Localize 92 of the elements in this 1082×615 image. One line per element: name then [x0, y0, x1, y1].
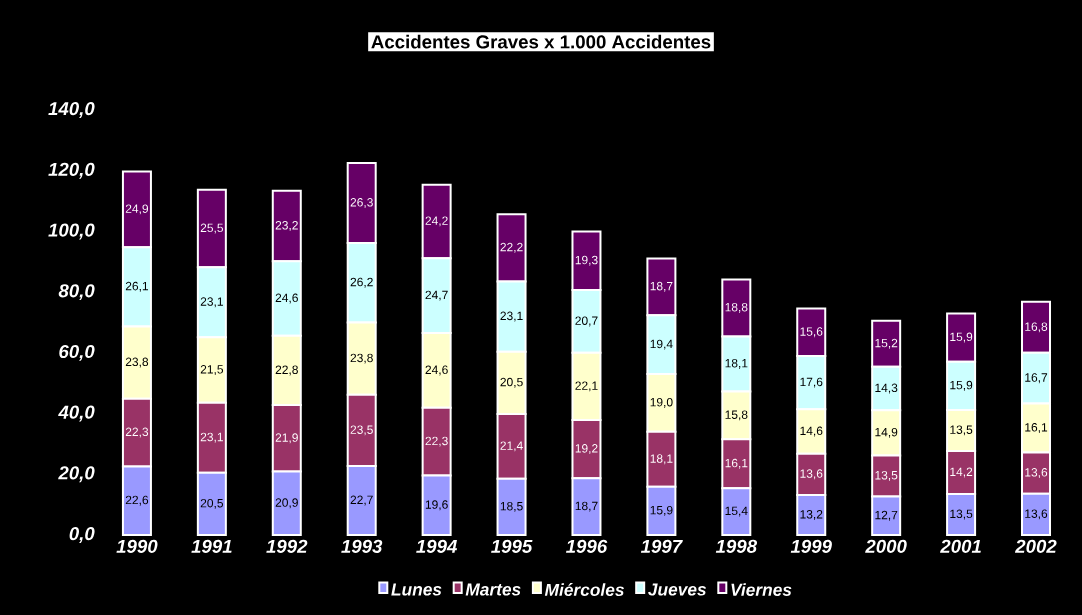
data-label: 13,6: [800, 469, 823, 480]
data-label: 22,8: [275, 365, 298, 376]
data-label: 19,3: [575, 255, 598, 266]
x-tick-label: 1999: [790, 539, 832, 553]
data-label: 23,2: [275, 221, 298, 231]
data-label: 23,8: [350, 353, 373, 364]
data-label: 24,2: [425, 216, 448, 227]
x-tick-label: 1990: [116, 539, 158, 553]
data-label: 24,9: [125, 204, 149, 215]
data-label: 18,5: [500, 501, 523, 512]
data-label: 24,6: [425, 365, 448, 376]
data-label: 13,6: [1025, 468, 1048, 479]
data-label: 19,6: [425, 500, 448, 511]
data-label: 18,1: [650, 454, 673, 465]
legend-label: Martes: [465, 583, 521, 596]
x-tick-label: 1996: [566, 539, 608, 553]
data-label: 23,5: [350, 425, 373, 436]
data-label: 15,9: [650, 505, 673, 516]
data-label: 18,1: [725, 358, 748, 369]
data-label: 24,7: [425, 290, 448, 301]
data-label: 22,3: [425, 436, 448, 447]
data-label: 18,8: [725, 302, 748, 313]
data-label: 16,8: [1025, 322, 1048, 333]
data-label: 19,0: [650, 397, 673, 408]
x-tick-label: 1993: [341, 539, 383, 553]
data-label: 14,6: [800, 426, 823, 437]
data-label: 13,5: [950, 425, 973, 436]
data-label: 21,9: [275, 433, 298, 444]
x-tick-label: 2001: [940, 539, 981, 553]
data-label: 13,2: [800, 510, 823, 520]
x-tick-label: 1997: [640, 539, 683, 553]
data-label: 14,2: [950, 467, 973, 478]
data-label: 26,3: [350, 198, 373, 208]
data-label: 23,8: [125, 357, 149, 368]
data-label: 23,1: [200, 297, 223, 308]
data-label: 14,9: [875, 427, 898, 438]
y-tick-label: 80,0: [58, 284, 95, 301]
data-label: 15,2: [875, 338, 898, 349]
data-label: 12,7: [875, 510, 898, 521]
data-label: 19,4: [650, 339, 673, 350]
data-label: 20,5: [500, 377, 523, 388]
data-label: 15,9: [950, 380, 973, 391]
data-label: 22,3: [125, 427, 149, 438]
x-tick-label: 1998: [715, 539, 758, 553]
data-label: 22,7: [350, 495, 373, 506]
data-label: 15,9: [950, 332, 973, 343]
data-label: 26,2: [350, 277, 373, 288]
legend-label: Miércoles: [544, 583, 624, 596]
data-label: 13,5: [875, 470, 898, 481]
legend-label: Lunes: [391, 583, 442, 596]
data-label: 18,7: [650, 281, 673, 292]
x-tick-label: 1991: [191, 539, 232, 553]
data-label: 17,6: [800, 377, 823, 388]
y-tick-label: 40,0: [58, 405, 95, 422]
x-tick-label: 1992: [266, 539, 308, 553]
data-label: 22,6: [125, 495, 149, 506]
y-tick-label: 140,0: [48, 102, 95, 118]
data-label: 20,5: [200, 498, 224, 509]
data-label: 16,1: [725, 458, 748, 469]
data-label: 22,1: [575, 381, 598, 392]
data-label: 21,4: [500, 441, 523, 452]
legend-label: Viernes: [731, 583, 792, 596]
data-label: 15,8: [725, 410, 748, 421]
data-label: 19,2: [575, 444, 598, 455]
y-tick-label: 120,0: [48, 162, 95, 179]
y-tick-label: 60,0: [59, 344, 95, 361]
data-label: 23,1: [500, 311, 523, 322]
data-label: 16,7: [1025, 373, 1048, 384]
x-tick-label: 2002: [1014, 539, 1057, 553]
y-tick-label: 20,0: [58, 466, 95, 483]
data-label: 21,5: [200, 365, 224, 375]
data-label: 20,9: [275, 498, 298, 509]
y-tick-label: 0,0: [69, 527, 95, 543]
y-tick-label: 100,0: [48, 223, 95, 240]
legend-label: Jueves: [648, 583, 707, 596]
x-tick-label: 2000: [865, 539, 907, 553]
chart-title: Accidentes Graves x 1.000 Accidentes: [371, 34, 711, 49]
data-label: 15,6: [800, 327, 823, 338]
data-label: 13,5: [950, 509, 973, 520]
data-label: 14,3: [875, 383, 898, 394]
data-label: 16,1: [1025, 423, 1048, 433]
x-tick-label: 1995: [491, 539, 533, 553]
data-label: 25,5: [200, 223, 224, 234]
data-label: 13,6: [1025, 509, 1048, 520]
data-label: 24,6: [275, 293, 298, 304]
x-tick-label: 1994: [416, 539, 458, 553]
data-label: 18,7: [575, 501, 598, 512]
data-label: 15,4: [725, 506, 748, 517]
data-label: 22,2: [500, 242, 523, 253]
data-label: 23,1: [200, 432, 223, 443]
data-label: 20,7: [575, 316, 598, 327]
data-label: 26,1: [125, 281, 149, 292]
